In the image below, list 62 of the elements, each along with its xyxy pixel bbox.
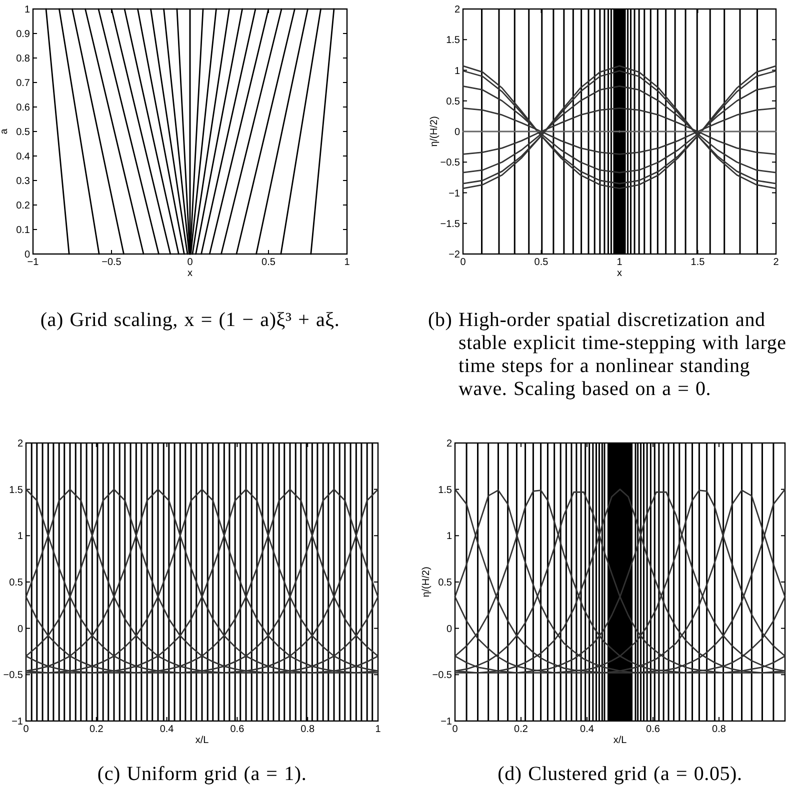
y-tick-label: 0.5: [446, 96, 460, 108]
y-tick-label: −1: [440, 716, 452, 728]
y-tick-label: −1: [448, 188, 460, 200]
y-tick-label: 0.5: [16, 127, 30, 138]
y-tick-label: 0: [24, 250, 30, 260]
x-axis-title: x/L: [613, 735, 628, 746]
y-tick-label: 1: [24, 4, 30, 16]
y-tick-label: 0: [17, 624, 24, 635]
y-tick-label: 1: [454, 66, 460, 77]
y-tick-label: 0.1: [16, 225, 30, 236]
x-tick-label: 1: [616, 257, 623, 268]
x-tick-label: 2: [773, 257, 780, 268]
y-tick-label: 2: [454, 4, 460, 16]
y-tick-label: 0.3: [16, 176, 30, 187]
x-tick-label: 1: [375, 724, 382, 735]
x-tick-label: 0.5: [534, 257, 549, 268]
x-tick-label: 0.6: [230, 724, 245, 735]
x-axis-title: x/L: [195, 735, 210, 746]
x-tick-label: 0: [187, 257, 194, 268]
y-tick-label: 0.4: [16, 152, 30, 162]
x-axis-title: x: [188, 268, 192, 279]
y-axis-title: η/(H/2): [421, 566, 432, 598]
y-tick-label: 0.2: [16, 200, 30, 212]
y-tick-label: 0.5: [438, 578, 452, 588]
y-tick-label: 0.6: [16, 102, 30, 114]
y-tick-label: −1.5: [440, 218, 460, 230]
y-tick-label: 0: [454, 127, 460, 138]
y-tick-label: 1: [17, 531, 24, 542]
x-tick-label: 0.8: [712, 724, 726, 735]
x-tick-label: 0.5: [262, 257, 276, 268]
y-tick-label: 2: [17, 438, 24, 450]
y-tick-label: −0.5: [432, 670, 452, 682]
x-tick-label: 1: [344, 257, 350, 268]
y-tick-label: 1: [446, 531, 452, 542]
y-axis-title: η/(H/2): [429, 116, 440, 147]
y-axis-title: a: [0, 128, 10, 134]
x-tick-label: 0.2: [89, 724, 104, 735]
y-tick-label: 0.5: [9, 578, 24, 588]
text: (d) Clustered grid (a = 0.05).: [498, 763, 742, 785]
x-tick-label: 1.5: [690, 257, 706, 268]
y-tick-label: 0.7: [16, 78, 30, 89]
x-tick-label: 0.2: [514, 724, 528, 735]
text: (c) Uniform grid (a = 1).: [97, 763, 307, 785]
x-tick-label: 0.8: [300, 724, 315, 735]
y-tick-label: −0.5: [3, 670, 24, 682]
y-tick-label: 2: [446, 438, 452, 450]
y-tick-label: 1.5: [438, 484, 452, 496]
y-tick-label: −0.5: [440, 158, 460, 169]
y-tick-label: 1.5: [446, 35, 460, 46]
x-tick-label: 0.4: [580, 724, 594, 735]
y-tick-label: −1: [12, 716, 24, 728]
x-tick-label: 0.4: [160, 724, 174, 735]
y-tick-label: 0.8: [16, 54, 30, 64]
y-tick-label: −2: [448, 250, 460, 260]
y-tick-label: 0.9: [16, 29, 30, 40]
y-tick-label: 0: [446, 624, 452, 635]
x-axis-title: x: [617, 268, 622, 279]
x-tick-label: 0.6: [646, 724, 660, 735]
y-tick-label: 1.5: [9, 484, 24, 496]
text: (b) High-order spatial discretization and stable explicit time-stepping with large time steps for a nonlinear standing wave. Scaling based on a = 0.: [428, 309, 786, 400]
text: (a) Grid scaling, x = (1 − a)ξ³ + aξ.: [40, 309, 340, 331]
x-tick-label: −0.5: [102, 257, 122, 268]
